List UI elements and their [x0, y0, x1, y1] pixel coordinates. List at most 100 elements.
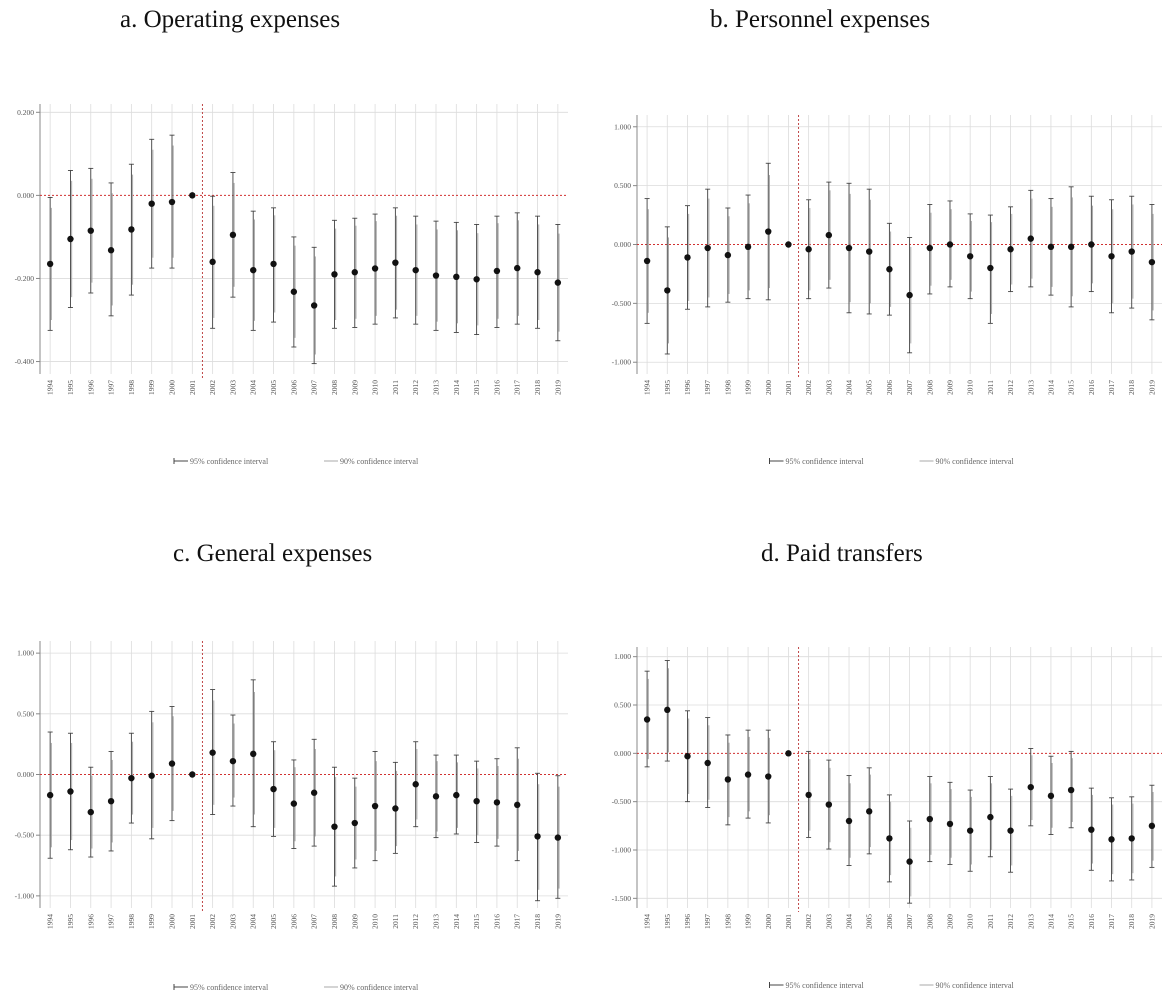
x-tick-label: 2004 [249, 380, 258, 395]
x-tick-label: 2006 [289, 380, 298, 395]
x-tick-label: 2011 [391, 380, 400, 395]
x-tick-label: 2005 [865, 914, 874, 929]
estimate-point [1067, 243, 1075, 251]
estimate-point [432, 272, 440, 279]
chart-general-expenses: 1.000 0.500 0.000 -0.500 -1.000 1994 1995 1996 1… [15, 641, 568, 992]
x-tick-label: 2008 [925, 914, 934, 929]
x-tick-label: 2012 [1006, 380, 1015, 395]
x-tick-label: 1997 [703, 914, 712, 929]
x-tick-label: 2015 [472, 914, 481, 929]
estimate-point [825, 231, 833, 239]
legend-ci90-label: 90% confidence interval [936, 457, 1015, 466]
estimate-point [926, 244, 933, 252]
estimate-point [805, 246, 812, 253]
x-tick-label: 2017 [1107, 914, 1116, 929]
x-tick-label: 2014 [1046, 380, 1055, 395]
x-tick-label: 2016 [1087, 380, 1096, 395]
estimate-point [1148, 258, 1156, 266]
estimate-point [209, 749, 216, 756]
x-tick-label: 2000 [168, 380, 177, 395]
panel-a-title: a. Operating expenses [120, 6, 341, 33]
x-tick-label: 2009 [350, 914, 359, 929]
y-tick-label: 0.200 [17, 108, 34, 117]
x-tick-label: 2014 [1046, 914, 1055, 929]
estimate-point [987, 264, 994, 272]
legend-ci95-label: 95% confidence interval [786, 981, 865, 990]
estimate-point [270, 785, 277, 793]
estimate-point [664, 706, 671, 714]
x-tick-label: 1995 [663, 380, 672, 395]
x-tick-label: 1998 [723, 380, 732, 395]
legend-ci95-label: 95% confidence interval [190, 457, 269, 466]
x-tick-label: 2002 [804, 380, 813, 395]
x-tick-label: 2007 [310, 380, 319, 395]
y-tick-label: 0.500 [614, 701, 631, 710]
estimate-point [432, 793, 440, 800]
x-tick-label: 1998 [127, 380, 136, 395]
x-tick-label: 1996 [683, 914, 692, 929]
y-tick-label: 0.000 [17, 770, 34, 779]
estimate-point [168, 760, 176, 767]
y-tick-label: -1.500 [612, 894, 632, 903]
x-tick-label: 1994 [46, 914, 55, 929]
x-tick-label: 2009 [350, 380, 359, 395]
x-tick-label: 2012 [1006, 914, 1015, 929]
x-tick-label: 2019 [1147, 380, 1156, 395]
estimate-point [229, 757, 237, 765]
legend-ci95-label: 95% confidence interval [190, 983, 269, 992]
estimate-point [534, 269, 541, 276]
estimate-point [534, 833, 541, 840]
estimate-point [1047, 792, 1055, 800]
y-tick-label: -0.500 [15, 831, 35, 840]
x-tick-label: 2016 [492, 914, 501, 929]
x-tick-label: 2019 [553, 914, 562, 929]
estimate-point [46, 791, 54, 799]
estimate-point [1088, 826, 1095, 833]
x-tick-label: 2013 [1026, 914, 1035, 929]
x-tick-label: 2005 [269, 914, 278, 929]
estimate-point [886, 266, 893, 273]
x-tick-label: 2008 [925, 380, 934, 395]
x-tick-label: 1996 [86, 380, 95, 395]
x-tick-label: 2015 [472, 380, 481, 395]
x-tick-label: 2001 [784, 380, 793, 395]
legend-ci90-label: 90% confidence interval [936, 981, 1015, 990]
chart-operating-expenses: 0.200 0.000 -0.200 -0.400 1994 1995 1996 1997 19… [15, 104, 568, 466]
estimate-point [643, 716, 651, 723]
estimate-point [310, 789, 318, 796]
x-tick-label: 2015 [1067, 380, 1076, 395]
estimate-point [270, 260, 277, 268]
x-tick-label: 2016 [1087, 914, 1096, 929]
x-tick-label: 1999 [744, 380, 753, 395]
y-tick-label: 1.000 [614, 122, 631, 131]
estimate-point [67, 235, 74, 243]
estimate-point [493, 267, 501, 275]
estimate-point [1067, 786, 1075, 794]
estimate-point [189, 192, 196, 199]
estimate-point [765, 228, 772, 235]
estimate-point [250, 266, 257, 274]
estimate-point [1027, 783, 1034, 791]
x-tick-label: 2003 [228, 914, 237, 929]
x-tick-label: 2017 [513, 380, 522, 395]
estimate-point [1128, 248, 1135, 255]
estimate-point [724, 776, 732, 783]
x-tick-label: 2012 [411, 914, 420, 929]
estimate-point [1088, 241, 1095, 248]
x-tick-label: 1995 [66, 914, 75, 929]
estimate-point [825, 801, 833, 808]
x-tick-label: 2003 [824, 380, 833, 395]
x-tick-label: 2013 [1026, 380, 1035, 395]
x-tick-label: 2008 [330, 914, 339, 929]
estimate-point [371, 265, 379, 272]
x-tick-label: 1999 [147, 914, 156, 929]
estimate-point [987, 813, 994, 821]
x-tick-label: 1998 [127, 914, 136, 929]
estimate-point [744, 243, 752, 251]
x-tick-label: 2012 [411, 380, 420, 395]
estimate-point [886, 835, 893, 842]
x-tick-label: 1995 [66, 380, 75, 395]
estimate-point [46, 260, 54, 268]
x-tick-label: 1996 [683, 380, 692, 395]
estimate-point [1108, 836, 1115, 843]
